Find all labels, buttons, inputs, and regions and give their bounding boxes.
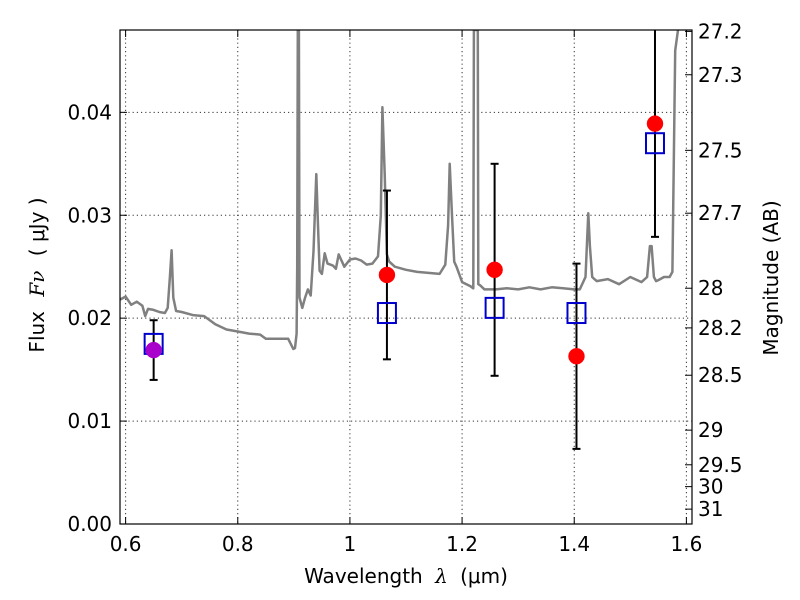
x-tick-label: 0.6 (110, 532, 142, 556)
errorbar-layer (149, 30, 659, 450)
magnitude-tick-label: 29.5 (698, 453, 743, 477)
observed-flux-point (486, 261, 503, 279)
observed-flux-point (378, 266, 396, 284)
model-photometry-layer (143, 132, 665, 355)
magnitude-tick-label: 31 (698, 497, 723, 521)
magnitude-tick-label: 27.7 (698, 201, 743, 225)
magnitude-tick-label: 27.3 (698, 63, 743, 87)
y-tick-label: 0.01 (67, 409, 112, 433)
model-spectrum-line (120, 30, 680, 351)
spectrum-layer (120, 30, 680, 351)
x-axis-label-text: Wavelength (304, 564, 423, 588)
model-photometry-square (644, 132, 665, 155)
magnitude-tick-label: 28.2 (698, 316, 743, 340)
magnitude-tick-label: 27.2 (698, 19, 743, 43)
magnitude-tick-label: 29 (698, 418, 723, 442)
observed-flux-point (568, 347, 585, 365)
y-axis-label-symbol: Fν (25, 271, 49, 298)
y-tick-label: 0.02 (67, 306, 112, 330)
x-tick-label: 0.8 (222, 532, 254, 556)
y-tick-label: 0.00 (67, 512, 112, 536)
y-tick-label: 0.04 (67, 100, 112, 124)
x-axis-label-symbol: λ (434, 564, 448, 588)
x-axis-label: Wavelength λ (μm) (304, 564, 508, 588)
x-tick-label: 1.4 (558, 532, 590, 556)
magnitude-tick-label: 27.5 (698, 138, 743, 162)
model-photometry-square (376, 302, 397, 325)
observed-flux-point (646, 115, 664, 132)
model-photometry-square (566, 302, 587, 325)
magnitude-tick-label: 28.5 (698, 363, 743, 387)
observed-flux-layer (145, 115, 664, 365)
magnitude-tick-label: 30 (698, 475, 723, 499)
y-axis-label: Flux Fν ( μJy ) (25, 197, 49, 352)
plot-frame (119, 29, 693, 525)
grid-lines (120, 30, 692, 525)
axis-ticks: 0.6 0.8 1 1.2 1.4 1.6 0.00 0.01 0.02 0.03 0.04 27.2… (67, 19, 742, 556)
magnitude-tick-label: 28 (698, 276, 723, 300)
y-axis-label-unit: ( μJy ) (25, 197, 49, 256)
x-tick-label: 1.6 (670, 532, 702, 556)
observed-flux-point (145, 341, 162, 359)
y-axis-label-text: Flux (25, 311, 49, 353)
x-tick-label: 1.2 (446, 532, 478, 556)
x-tick-label: 1 (344, 532, 357, 556)
y-tick-label: 0.03 (67, 203, 112, 227)
model-photometry-square (484, 296, 505, 319)
x-axis-label-unit: (μm) (460, 564, 508, 588)
magnitude-axis-label: Magnitude (AB) (759, 200, 783, 355)
